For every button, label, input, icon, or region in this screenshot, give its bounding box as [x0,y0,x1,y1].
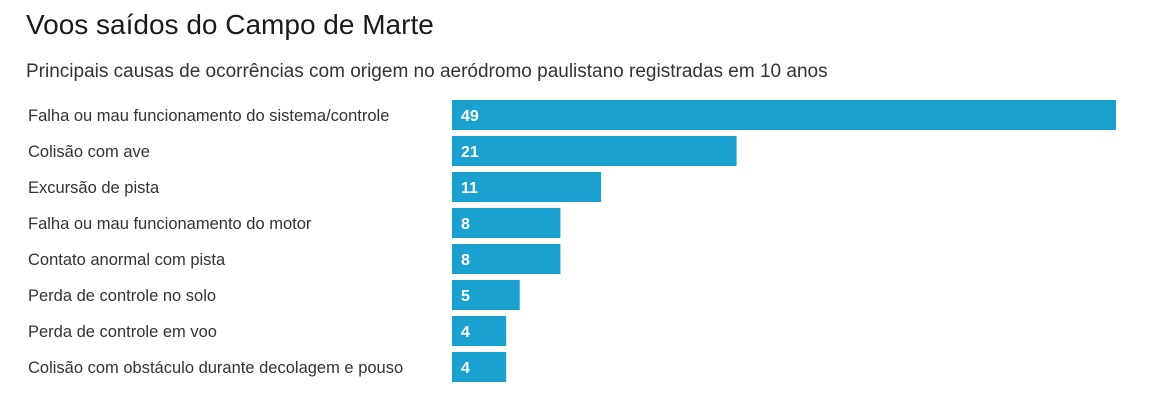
category-label: Perda de controle em voo [28,323,217,341]
category-label: Contato anormal com pista [28,251,226,269]
data-label: 21 [461,144,479,161]
category-label: Falha ou mau funcionamento do motor [28,215,312,233]
data-label: 4 [461,324,470,341]
data-label: 8 [461,216,470,233]
category-label: Colisão com ave [28,143,150,161]
bar [452,244,561,274]
data-label: 8 [461,252,470,269]
bar [452,136,737,166]
bar [452,100,1116,130]
bar [452,352,507,382]
category-label: Excursão de pista [28,179,160,197]
data-label: 11 [461,180,478,197]
bar [452,280,520,310]
bars [452,100,1116,382]
bar [452,316,507,346]
category-label: Perda de controle no solo [28,287,216,305]
data-label: 5 [461,288,470,305]
data-label: 49 [461,108,479,125]
chart-title: Voos saídos do Campo de Marte [26,9,434,40]
category-labels: Falha ou mau funcionamento do sistema/co… [28,107,403,377]
chart-subtitle: Principais causas de ocorrências com ori… [26,61,828,82]
bar [452,208,561,238]
bar [452,172,602,202]
category-label: Falha ou mau funcionamento do sistema/co… [28,107,389,125]
category-label: Colisão com obstáculo durante decolagem … [28,359,403,377]
value-labels: 49 21 11 8 8 5 4 4 [461,108,479,377]
data-label: 4 [461,360,470,377]
